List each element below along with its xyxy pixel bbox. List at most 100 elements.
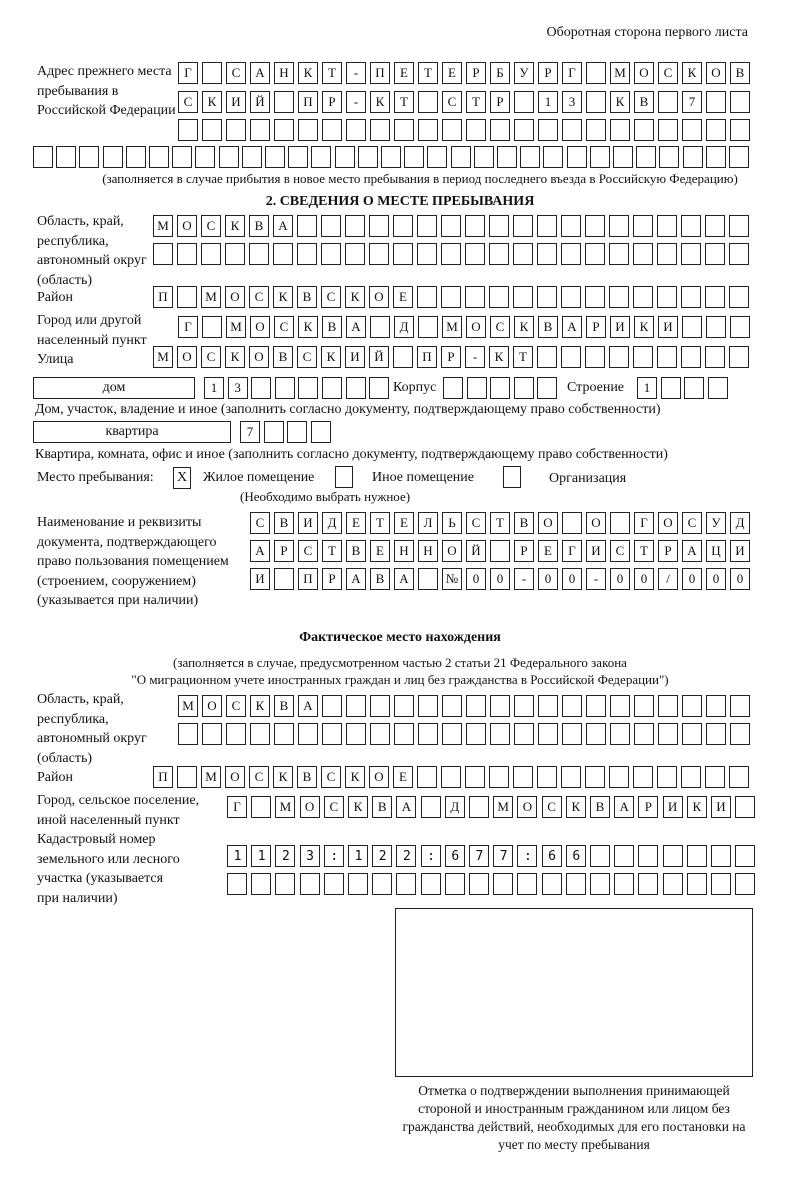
char-cell[interactable]: 3 (227, 377, 248, 399)
char-cell[interactable] (177, 243, 197, 265)
char-cell[interactable]: Д (730, 512, 750, 534)
char-cell[interactable] (418, 723, 438, 745)
char-cell[interactable]: В (249, 215, 269, 237)
char-cell[interactable] (657, 346, 677, 368)
char-cell[interactable] (346, 695, 366, 717)
char-cell[interactable] (427, 146, 448, 168)
char-cell[interactable] (541, 873, 562, 895)
char-cell[interactable] (202, 723, 222, 745)
char-cell[interactable]: Т (370, 512, 390, 534)
char-cell[interactable]: М (493, 796, 514, 818)
char-cell[interactable]: Е (538, 540, 558, 562)
char-cell[interactable] (585, 346, 605, 368)
char-cell[interactable]: С (226, 62, 246, 84)
char-cell[interactable] (562, 695, 582, 717)
char-cell[interactable]: Т (418, 62, 438, 84)
char-cell[interactable]: М (201, 766, 221, 788)
char-cell[interactable]: Р (322, 91, 342, 113)
char-cell[interactable] (730, 723, 750, 745)
char-cell[interactable]: П (370, 62, 390, 84)
char-cell[interactable] (660, 377, 681, 399)
char-cell[interactable]: К (565, 796, 586, 818)
char-cell[interactable]: Е (394, 62, 414, 84)
char-cell[interactable] (370, 695, 390, 717)
char-cell[interactable]: Г (562, 540, 582, 562)
char-cell[interactable] (311, 146, 332, 168)
char-cell[interactable]: Р (638, 796, 659, 818)
char-cell[interactable]: М (178, 695, 198, 717)
char-cell[interactable]: 0 (730, 568, 750, 590)
char-cell[interactable] (370, 723, 390, 745)
char-cell[interactable]: К (634, 316, 654, 338)
char-cell[interactable] (538, 119, 558, 141)
char-cell[interactable] (659, 146, 680, 168)
char-cell[interactable]: С (466, 512, 486, 534)
char-cell[interactable] (682, 723, 702, 745)
char-cell[interactable]: О (706, 62, 726, 84)
char-cell[interactable]: С (541, 796, 562, 818)
char-cell[interactable] (489, 215, 509, 237)
char-cell[interactable]: О (225, 766, 245, 788)
char-cell[interactable] (218, 146, 239, 168)
char-cell[interactable] (251, 845, 272, 867)
char-cell[interactable]: К (345, 766, 365, 788)
char-cell[interactable] (586, 91, 606, 113)
char-cell[interactable] (466, 119, 486, 141)
char-cell[interactable] (444, 845, 465, 867)
char-cell[interactable] (334, 146, 355, 168)
char-cell[interactable]: С (323, 796, 344, 818)
char-cell[interactable]: В (297, 286, 317, 308)
char-cell[interactable] (561, 243, 581, 265)
char-cell[interactable] (614, 845, 635, 867)
char-cell[interactable] (275, 873, 296, 895)
char-cell[interactable] (562, 512, 582, 534)
char-cell[interactable]: Р (490, 91, 510, 113)
char-cell[interactable] (711, 873, 731, 895)
char-cell[interactable]: С (682, 512, 702, 534)
char-cell[interactable]: К (348, 796, 368, 818)
char-cell[interactable] (489, 243, 509, 265)
char-cell[interactable] (79, 146, 100, 168)
char-cell[interactable] (538, 695, 558, 717)
char-cell[interactable]: Р (586, 316, 606, 338)
char-cell[interactable]: О (466, 316, 486, 338)
char-cell[interactable] (418, 568, 438, 590)
char-cell[interactable]: 1 (637, 377, 657, 399)
char-cell[interactable] (420, 873, 441, 895)
char-cell[interactable] (418, 91, 438, 113)
char-cell[interactable] (417, 243, 437, 265)
char-cell[interactable] (561, 346, 581, 368)
house-type-field[interactable]: дом (33, 377, 195, 399)
char-cell[interactable] (565, 873, 586, 895)
char-cell[interactable]: С (250, 512, 270, 534)
char-cell[interactable] (735, 845, 756, 867)
char-cell[interactable] (585, 766, 605, 788)
char-cell[interactable]: Т (322, 62, 342, 84)
char-cell[interactable]: К (250, 695, 270, 717)
char-cell[interactable] (322, 695, 342, 717)
char-cell[interactable] (517, 873, 538, 895)
char-cell[interactable]: О (249, 346, 269, 368)
char-cell[interactable]: А (273, 215, 293, 237)
char-cell[interactable]: М (153, 346, 173, 368)
char-cell[interactable] (636, 146, 657, 168)
char-cell[interactable] (249, 243, 269, 265)
char-cell[interactable] (202, 316, 222, 338)
char-cell[interactable]: А (396, 796, 417, 818)
char-cell[interactable] (299, 845, 320, 867)
char-cell[interactable] (537, 215, 557, 237)
char-cell[interactable]: С (490, 316, 510, 338)
char-cell[interactable]: Ь (442, 512, 462, 534)
char-cell[interactable]: И (658, 316, 678, 338)
char-cell[interactable] (394, 723, 414, 745)
char-cell[interactable]: 0 (610, 568, 630, 590)
char-cell[interactable]: Е (442, 62, 462, 84)
char-cell[interactable] (178, 119, 198, 141)
char-cell[interactable]: У (706, 512, 726, 534)
char-cell[interactable]: - (586, 568, 606, 590)
char-cell[interactable]: С (297, 346, 317, 368)
